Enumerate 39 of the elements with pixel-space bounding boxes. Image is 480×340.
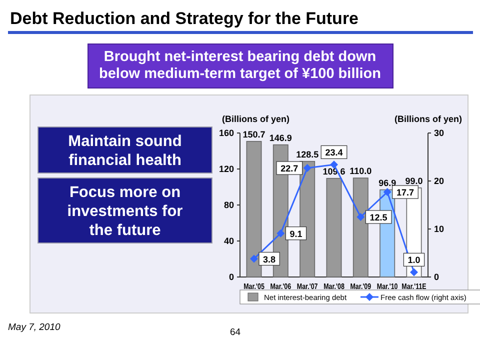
data-label: 22.7: [280, 164, 298, 174]
y-tick-label: 0: [228, 272, 234, 282]
y2-tick-label: 0: [434, 272, 440, 282]
y-tick-label: 120: [218, 164, 234, 174]
text: Focus more on investments for the future: [67, 184, 183, 239]
point: [356, 213, 365, 221]
point: [410, 268, 418, 276]
point: [303, 164, 312, 172]
y2-tick-label: 10: [434, 224, 444, 234]
data-label: 23.4: [325, 148, 343, 158]
data-label: 9.1: [290, 228, 302, 239]
text: Maintain sound financial health: [68, 133, 182, 169]
data-label: 1.0: [408, 255, 420, 266]
text: May 7, 2010: [8, 322, 61, 333]
y2-tick-label: 30: [434, 128, 444, 138]
bar: [326, 178, 342, 278]
bar: [352, 178, 368, 278]
point: [383, 188, 392, 196]
y2-axis-title: (Billions of yen): [394, 114, 462, 124]
data-label: 96.9: [378, 178, 396, 188]
data-label: 3.8: [263, 254, 276, 264]
data-label: 146.9: [269, 132, 292, 143]
data-label: 150.7: [242, 129, 266, 140]
chart-subtitle: Brought net-interest bearing debt down below medium-term target of ¥100 billion: [99, 49, 381, 82]
y-tick-label: 160: [218, 128, 234, 138]
data-label: 128.5: [296, 149, 319, 160]
text: 64: [230, 327, 241, 338]
y-tick-label: 40: [224, 236, 234, 246]
chart-title: Debt Reduction and Strategy for the Future: [10, 9, 359, 28]
y-axis-title: (Billions of yen): [222, 114, 290, 124]
y2-tick-label: 20: [434, 176, 444, 186]
bar: [246, 140, 262, 278]
y-tick-label: 80: [224, 200, 234, 210]
data-label: 12.5: [370, 212, 388, 222]
data-label: 17.7: [396, 188, 414, 198]
point: [276, 229, 285, 238]
data-label: 110.0: [350, 166, 372, 176]
point: [250, 254, 258, 263]
data-label: 99.0: [405, 176, 423, 186]
